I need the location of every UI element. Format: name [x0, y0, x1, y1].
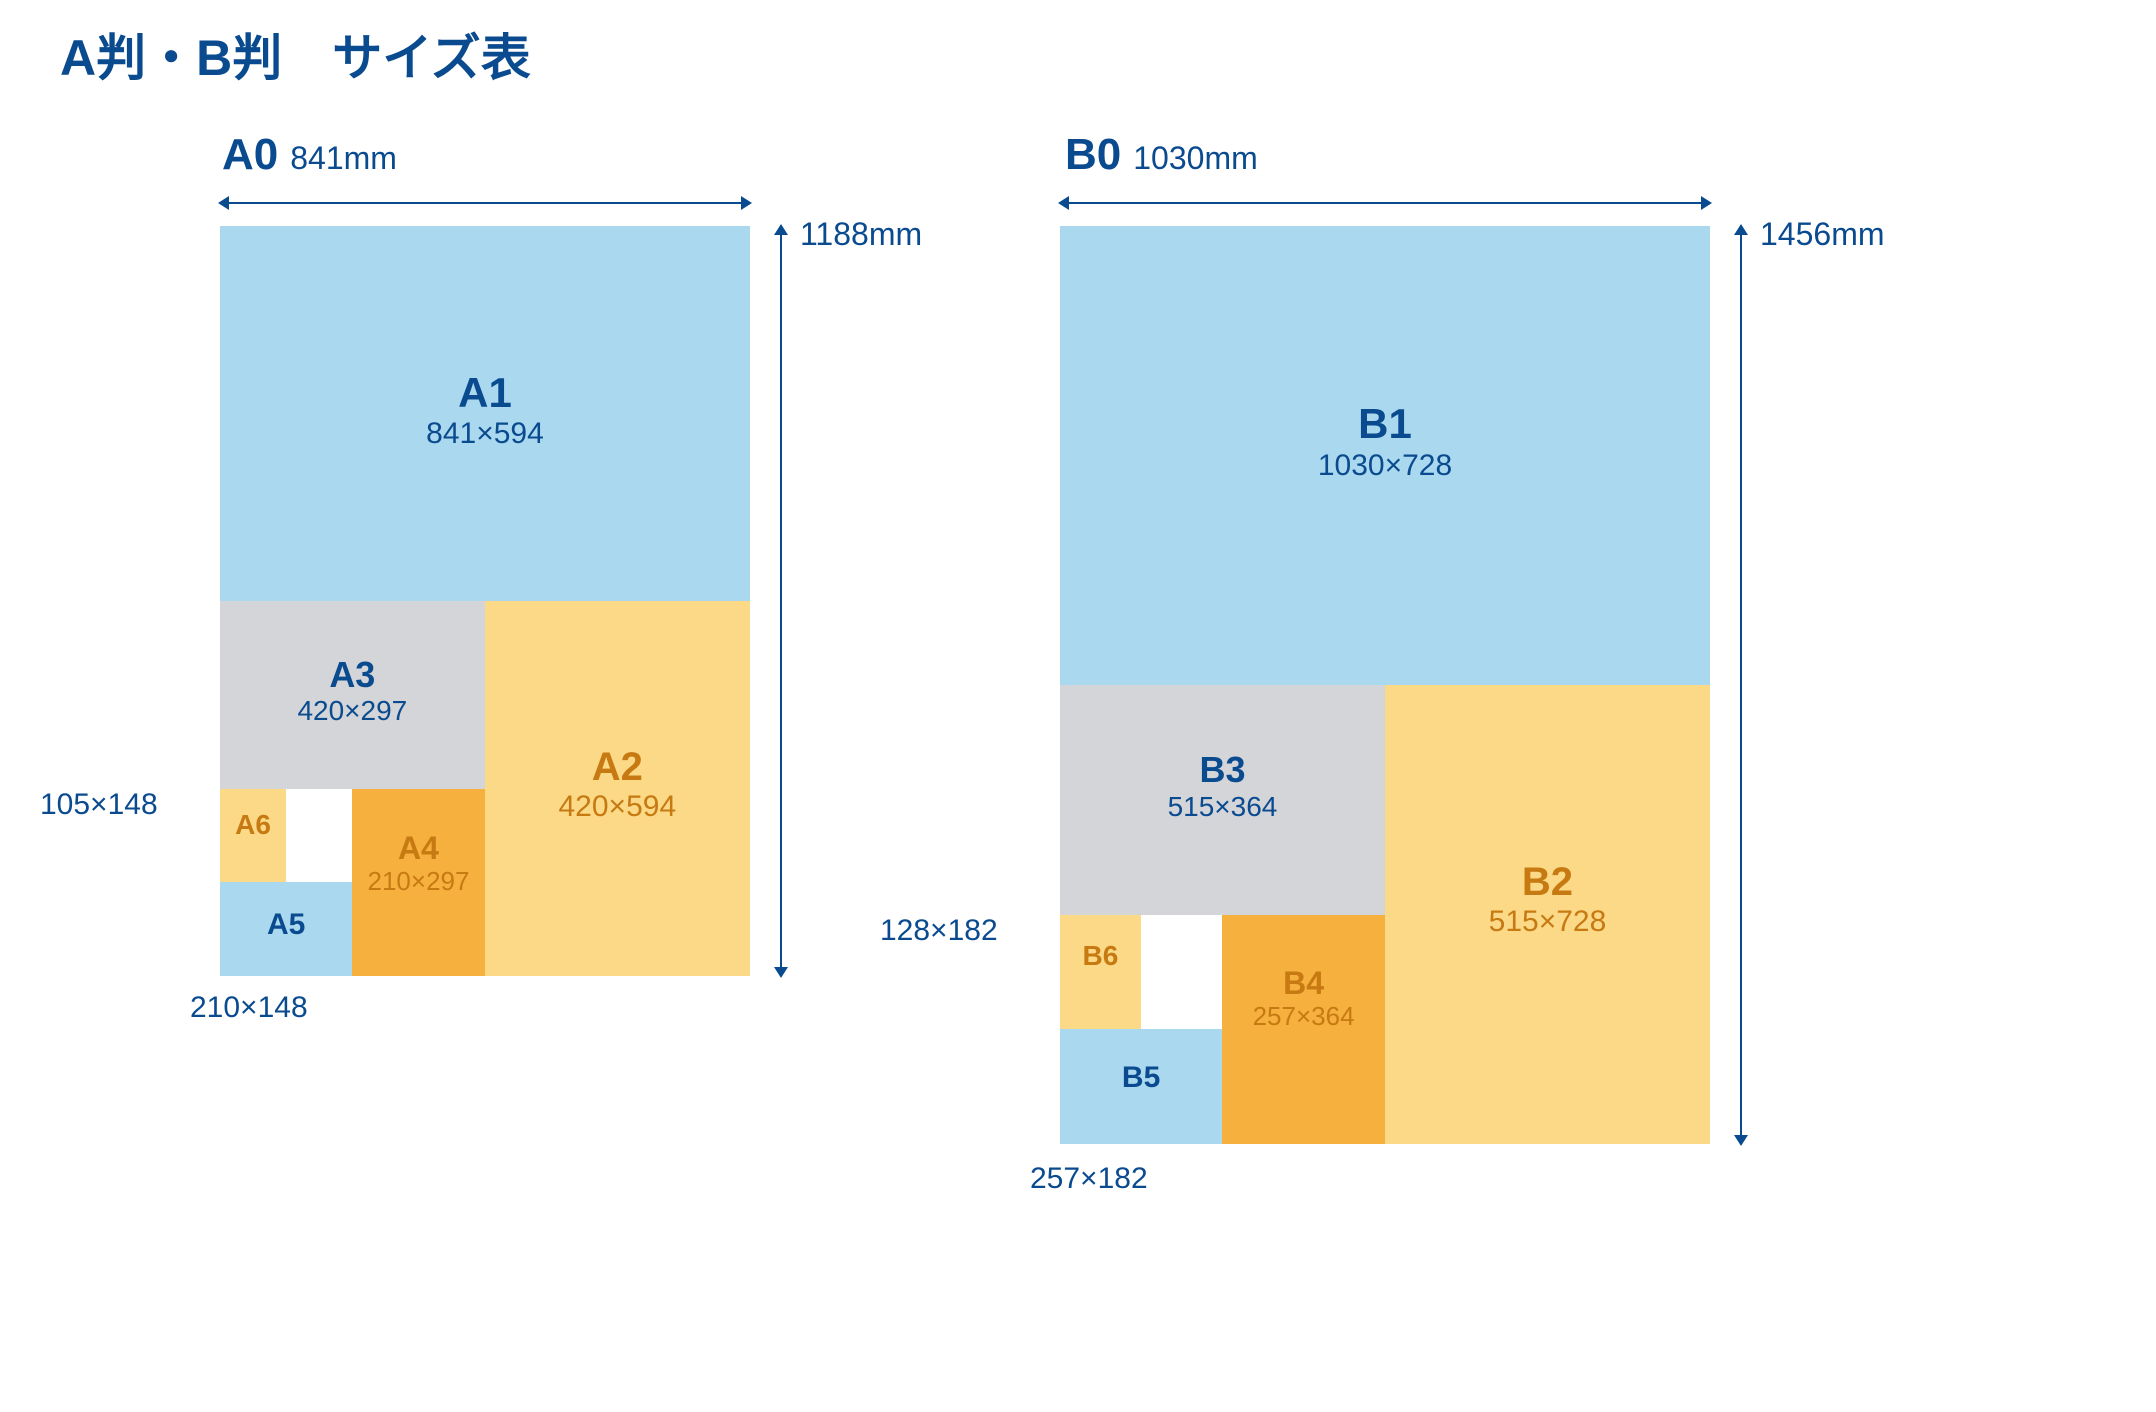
paper-a6-name: A6: [220, 809, 286, 841]
series-b-height: 1456mm: [1760, 216, 1885, 253]
width-arrow-a: [220, 202, 750, 204]
page-title: A判・B判 サイズ表: [60, 18, 531, 90]
paper-b4-label: B4257×364: [1222, 965, 1385, 1032]
paper-a3: A3420×297: [220, 601, 485, 789]
paper-b1: B11030×728: [1060, 226, 1710, 685]
paper-a4-name: A4: [352, 830, 484, 867]
paper-b3-name: B3: [1060, 749, 1385, 790]
series-a-label: A0 841mm: [222, 130, 397, 180]
paper-a3-label: A3420×297: [220, 654, 485, 728]
paper-a1-label: A1841×594: [220, 369, 750, 452]
height-arrow-a: [780, 226, 782, 976]
paper-b1-dims: 1030×728: [1060, 449, 1710, 484]
paper-a5: A5: [220, 882, 352, 976]
paper-a2: A2420×594: [485, 601, 750, 976]
paper-a2-name: A2: [485, 744, 750, 790]
paper-a1-name: A1: [220, 369, 750, 417]
paper-b6-name: B6: [1060, 940, 1141, 972]
paper-b2-name: B2: [1385, 859, 1710, 905]
paper-b1-label: B11030×728: [1060, 400, 1710, 483]
series-a-name: A0: [222, 130, 278, 180]
paper-b4-name: B4: [1222, 965, 1385, 1002]
paper-a1-dims: 841×594: [220, 417, 750, 452]
paper-b3-label: B3515×364: [1060, 749, 1385, 823]
paper-a2-label: A2420×594: [485, 744, 750, 825]
paper-aW: [286, 789, 352, 882]
paper-b2-dims: 515×728: [1385, 905, 1710, 940]
paper-a2-dims: 420×594: [485, 790, 750, 825]
paper-b4-dims: 257×364: [1222, 1002, 1385, 1032]
paper-a3-name: A3: [220, 654, 485, 695]
paper-b6-label: B6: [1060, 940, 1141, 972]
paper-b2-label: B2515×728: [1385, 859, 1710, 940]
paper-bW: [1141, 915, 1222, 1030]
a5_out-label: 210×148: [190, 991, 308, 1025]
a6_out-label: 105×148: [40, 788, 158, 822]
paper-a4: A4210×297: [352, 789, 484, 977]
paper-b5-name: B5: [1060, 1061, 1222, 1096]
paper-b1-name: B1: [1060, 400, 1710, 448]
series-b-width: 1030mm: [1133, 140, 1258, 177]
b5_out-label: 257×182: [1030, 1162, 1148, 1196]
paper-a3-dims: 420×297: [220, 695, 485, 727]
paper-b6: B6: [1060, 915, 1141, 1030]
paper-b5-label: B5: [1060, 1061, 1222, 1096]
b6_out-label: 128×182: [880, 914, 998, 948]
paper-a1: A1841×594: [220, 226, 750, 601]
series-b-name: B0: [1065, 130, 1121, 180]
paper-b2: B2515×728: [1385, 685, 1710, 1144]
paper-a4-dims: 210×297: [352, 867, 484, 897]
series-a-height: 1188mm: [800, 216, 922, 253]
paper-b3-dims: 515×364: [1060, 791, 1385, 823]
width-arrow-b: [1060, 202, 1710, 204]
paper-a4-label: A4210×297: [352, 830, 484, 897]
paper-a5-name: A5: [220, 908, 352, 943]
paper-a6: A6: [220, 789, 286, 882]
paper-b4: B4257×364: [1222, 915, 1385, 1145]
paper-b5: B5: [1060, 1029, 1222, 1144]
series-b-label: B0 1030mm: [1065, 130, 1258, 180]
paper-b3: B3515×364: [1060, 685, 1385, 915]
paper-a6-label: A6: [220, 809, 286, 841]
height-arrow-b: [1740, 226, 1742, 1144]
series-a-width: 841mm: [290, 140, 397, 177]
paper-a5-label: A5: [220, 908, 352, 943]
